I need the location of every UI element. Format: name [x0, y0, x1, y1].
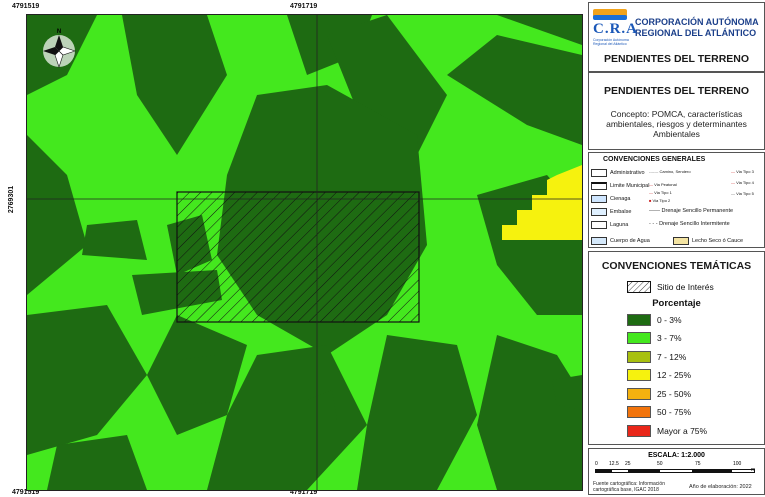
slope-class-swatch: [627, 350, 651, 363]
footer-year: Año de elaboración: 2022: [689, 484, 752, 490]
slope-map[interactable]: N: [26, 14, 583, 491]
slope-class-label: 50 - 75%: [657, 407, 692, 418]
slope-class-swatch: [627, 369, 651, 382]
coord-top-center: 4791719: [290, 3, 318, 10]
slope-class-row: 50 - 75%: [627, 403, 764, 422]
thematic-conventions-box: CONVENCIONES TEMÁTICAS Sitio de Interés …: [588, 251, 765, 445]
slope-class-swatch: [627, 332, 651, 345]
concept-line3: Ambientales: [653, 129, 700, 139]
slope-class-label: 7 - 12%: [657, 351, 687, 362]
map-title-main: PENDIENTES DEL TERRENO: [603, 85, 750, 97]
legend-via-tipo4: Via Tipo 4: [736, 180, 754, 185]
slope-class-row: 7 - 12%: [627, 348, 764, 367]
slope-class-row: 25 - 50%: [627, 385, 764, 404]
footer-source-1: Fuente cartográfica: Información: [593, 481, 665, 487]
general-conventions-title: CONVENCIONES GENERALES: [603, 156, 706, 163]
slope-class-list: 0 - 3% 3 - 7% 7 - 12% 12 - 25% 25 - 50% 50 - …: [589, 311, 764, 441]
slope-class-label: 3 - 7%: [657, 333, 682, 344]
legend-cienaga: Cienaga: [610, 196, 631, 202]
slope-map-canvas: N: [27, 15, 582, 490]
footer-source-2: cartográfica base, IGAC 2018: [593, 487, 659, 493]
slope-class-label: 25 - 50%: [657, 388, 692, 399]
scale-bar: [595, 469, 755, 473]
svg-text:N: N: [57, 29, 61, 35]
slope-class-row: 3 - 7%: [627, 329, 764, 348]
legend-via-tipo2: Via Tipo 2: [652, 198, 671, 203]
legend-limite-municipal: Limite Municipal: [610, 183, 650, 189]
legend-lecho-seco: Lecho Seco ó Cauce: [692, 238, 744, 244]
legend-panel: C.R.A Corporación Autónoma Regional del …: [588, 2, 765, 495]
concept-line2: ambientales, riesgos y determinantes: [606, 119, 747, 129]
legend-via-tipo1: Via Tipo 1: [654, 190, 672, 195]
legend-administrativo: Administrativo: [610, 170, 645, 176]
coord-bottom-left: 4791519: [12, 489, 40, 496]
legend-sitio-interes: Sitio de Interés: [627, 278, 764, 297]
map-title: PENDIENTES DEL TERRENO: [603, 53, 750, 65]
site-of-interest: [176, 191, 420, 323]
slope-class-row: Mayor a 75%: [627, 422, 764, 441]
map-frame: 4791519 4791719 4791519 4791719 2769301 …: [8, 3, 583, 496]
legend-sitio-label: Sitio de Interés: [657, 282, 714, 293]
legend-via-tipo3: Via Tipo 3: [736, 169, 754, 174]
thematic-title: CONVENCIONES TEMÁTICAS: [601, 260, 752, 272]
corp-name-line1: CORPORACIÓN AUTÓNOMA: [635, 17, 759, 27]
coord-bottom-center: 4791719: [290, 489, 318, 496]
coord-top-left: 4791519: [12, 3, 40, 10]
porcentaje-title: Porcentaje: [652, 297, 701, 309]
legend-via-peatonal: Via Peatonal: [654, 182, 677, 187]
slope-12-25-polygons: [502, 165, 582, 240]
legend-embalse: Embalse: [610, 209, 632, 215]
slope-class-label: Mayor a 75%: [657, 425, 708, 436]
concept-line1: Concepto: POMCA, características: [610, 109, 743, 119]
legend-drenaje-permanente: Drenaje Sencillo Permanente: [661, 208, 734, 214]
slope-class-swatch: [627, 313, 651, 326]
header-box: C.R.A Corporación Autónoma Regional del …: [588, 2, 765, 72]
corp-name-line2: REGIONAL DEL ATLÁNTICO: [635, 28, 757, 38]
slope-class-swatch: [627, 406, 651, 419]
legend-via-tipo5: Via Tipo 5: [736, 191, 754, 196]
slope-class-swatch: [627, 424, 651, 437]
north-arrow-icon: N: [43, 29, 76, 68]
slope-class-swatch: [627, 387, 651, 400]
slope-class-row: 0 - 3%: [627, 311, 764, 330]
legend-cuerpo-agua: Cuerpo de Agua: [610, 238, 650, 244]
legend-drenaje-intermitente: Drenaje Sencillo Intermitente: [659, 221, 730, 227]
general-conventions-box: CONVENCIONES GENERALES Administrativo Li…: [588, 152, 765, 248]
coord-left-mid: 2769301: [8, 185, 16, 214]
scale-title: ESCALA: 1:2.000: [648, 452, 705, 459]
slope-class-label: 0 - 3%: [657, 314, 682, 325]
concept-box: PENDIENTES DEL TERRENO Concepto: POMCA, …: [588, 72, 765, 150]
scale-box: ESCALA: 1:2.000 0 12.5 25 50 75 100 m Fu…: [588, 448, 765, 495]
slope-class-label: 12 - 25%: [657, 370, 692, 381]
scale-ticks: 0 12.5 25 50 75 100 m: [595, 461, 756, 473]
cra-logo: C.R.A Corporación Autónoma Regional del …: [591, 7, 637, 46]
legend-laguna: Laguna: [610, 222, 629, 228]
legend-camino: Camino, Sendero: [659, 169, 691, 174]
slope-class-row: 12 - 25%: [627, 366, 764, 385]
